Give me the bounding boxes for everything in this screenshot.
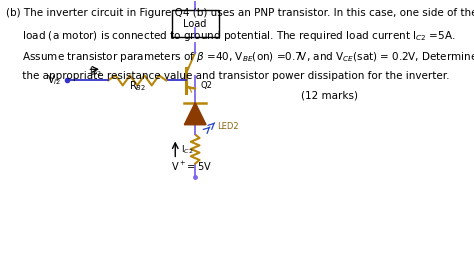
Text: (b) The inverter circuit in Figure Q4 (b) uses an PNP transistor. In this case, : (b) The inverter circuit in Figure Q4 (b…: [6, 8, 474, 18]
Text: V$^+$= 5V: V$^+$= 5V: [171, 160, 212, 173]
Text: I$_{D2}$: I$_{D2}$: [89, 65, 102, 78]
Text: (12 marks): (12 marks): [301, 90, 358, 100]
Text: R$_{B2}$: R$_{B2}$: [128, 79, 146, 93]
Text: V$_{i2}$: V$_{i2}$: [47, 73, 61, 87]
Text: I$_{C2}$: I$_{C2}$: [181, 143, 193, 156]
Text: Assume transistor parameters of $\beta$ =40, V$_{BE}$(on) =0.7V, and V$_{CE}$(sa: Assume transistor parameters of $\beta$ …: [6, 50, 474, 64]
Text: the appropriate resistance value and transistor power dissipation for the invert: the appropriate resistance value and tra…: [6, 71, 449, 81]
Text: Q2: Q2: [201, 81, 212, 90]
Polygon shape: [184, 102, 206, 125]
Polygon shape: [172, 10, 219, 38]
Text: load (a motor) is connected to ground potential. The required load current I$_{C: load (a motor) is connected to ground po…: [6, 29, 456, 43]
Text: LED2: LED2: [217, 122, 238, 131]
Text: Load: Load: [183, 18, 207, 29]
